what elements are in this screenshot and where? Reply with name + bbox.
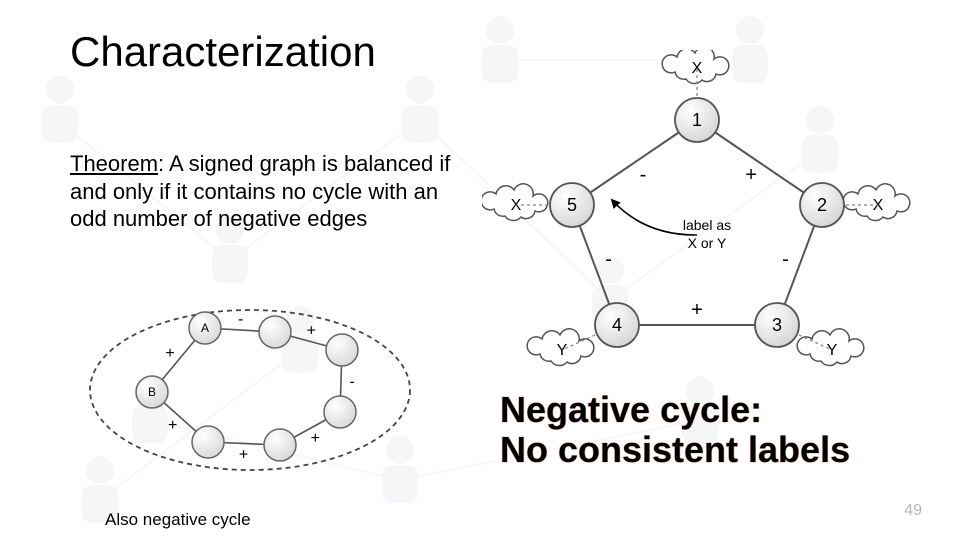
page-number: 49	[904, 502, 922, 520]
svg-text:5: 5	[567, 195, 577, 215]
svg-text:Y: Y	[557, 342, 568, 359]
svg-text:+: +	[745, 164, 757, 186]
svg-text:A: A	[201, 321, 209, 335]
svg-text:+: +	[311, 430, 320, 447]
svg-text:+: +	[691, 299, 703, 321]
svg-text:Y: Y	[827, 342, 838, 359]
right-caption: Negative cycle: No consistent labels	[500, 390, 850, 469]
svg-text:X: X	[692, 60, 703, 77]
left-graph: - + - + + + + A B	[80, 290, 420, 490]
svg-text:-: -	[238, 311, 243, 328]
right-caption-line2: No consistent labels	[500, 430, 850, 470]
svg-text:-: -	[640, 164, 647, 186]
theorem-label: Theorem	[70, 151, 158, 176]
svg-text:2: 2	[817, 195, 827, 215]
svg-text:X: X	[873, 197, 884, 214]
svg-text:3: 3	[772, 315, 782, 335]
svg-text:label as: label as	[683, 217, 731, 233]
svg-text:1: 1	[692, 110, 702, 130]
right-caption-line1: Negative cycle:	[500, 390, 850, 430]
svg-text:B: B	[148, 385, 156, 399]
svg-text:4: 4	[612, 315, 622, 335]
svg-text:+: +	[239, 446, 248, 463]
slide-title: Characterization	[70, 28, 376, 76]
svg-text:-: -	[349, 373, 354, 390]
left-caption: Also negative cycle	[105, 510, 251, 530]
svg-text:-: -	[782, 249, 789, 271]
theorem-text: Theorem: A signed graph is balanced if a…	[70, 150, 460, 233]
svg-text:-: -	[605, 249, 612, 271]
svg-text:+: +	[165, 345, 174, 362]
svg-text:+: +	[307, 322, 316, 339]
right-graph: +-+--XXYYX12345label asX or Y	[482, 50, 912, 360]
svg-text:X or Y: X or Y	[688, 235, 727, 251]
svg-text:+: +	[168, 417, 177, 434]
